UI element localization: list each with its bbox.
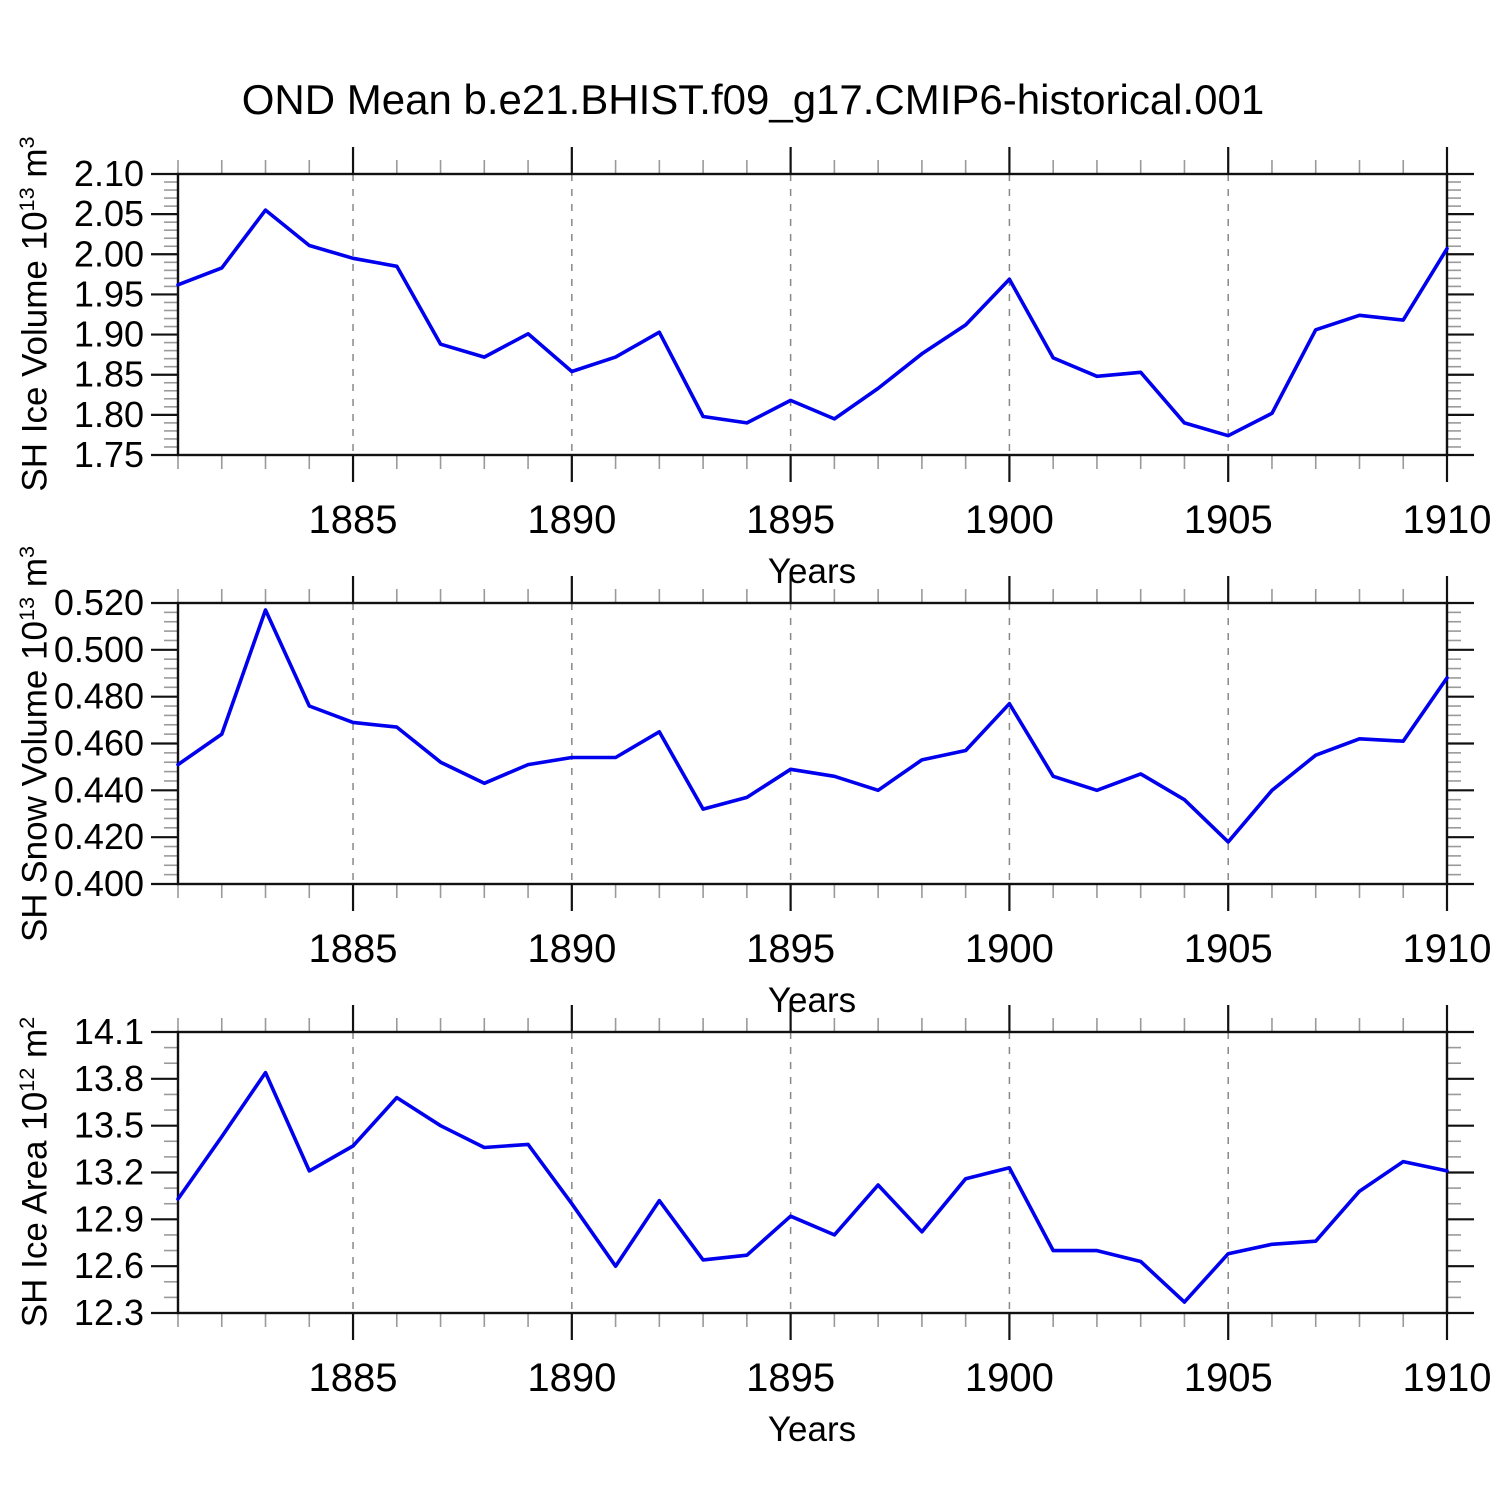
y-tick-label: 14.1 (74, 1011, 144, 1052)
y-axis-title-exponent: 12 (14, 1067, 39, 1092)
data-line (176, 1070, 1449, 1304)
ice-area-x-axis-title: Years (767, 1410, 857, 1449)
x-tick-label: 1890 (527, 1356, 616, 1400)
y-tick-label: 2.05 (74, 193, 144, 234)
y-tick-label: 0.500 (54, 629, 144, 670)
y-tick-label: 0.520 (54, 582, 144, 623)
y-axis-title-unit: m (15, 1028, 55, 1068)
x-tick-label: 1890 (527, 498, 616, 542)
y-tick-label: 1.85 (74, 354, 144, 395)
ice-volume-x-axis-title: Years (767, 552, 857, 591)
x-tick-label: 1910 (1403, 1356, 1492, 1400)
y-tick-label: 0.460 (54, 723, 144, 764)
y-axis-title-text: SH Ice Area 10 (15, 1091, 55, 1328)
plot-frame (176, 1030, 1449, 1315)
y-tick-label: 0.440 (54, 769, 144, 810)
x-tick-label: 1900 (965, 927, 1054, 971)
x-tick-label: 1885 (309, 1356, 398, 1400)
x-tick-label: 1895 (746, 927, 835, 971)
x-tick-label: 1910 (1403, 498, 1492, 542)
data-line (176, 608, 1449, 844)
y-tick-label: 12.3 (74, 1292, 144, 1333)
x-tick-label: 1885 (309, 498, 398, 542)
y-tick-label: 1.80 (74, 394, 144, 435)
plot-frame (176, 601, 1449, 886)
y-tick-label: 12.9 (74, 1198, 144, 1239)
y-tick-label: 0.400 (54, 863, 144, 904)
y-tick-label: 1.95 (74, 273, 144, 314)
x-tick-label: 1900 (965, 1356, 1054, 1400)
plot-frame (176, 172, 1449, 457)
x-tick-label: 1905 (1184, 1356, 1273, 1400)
y-tick-label: 13.5 (74, 1105, 144, 1146)
y-tick-label: 0.480 (54, 676, 144, 717)
y-tick-label: 13.8 (74, 1058, 144, 1099)
figure-title: OND Mean b.e21.BHIST.f09_g17.CMIP6-histo… (241, 76, 1265, 123)
y-tick-label: 12.6 (74, 1245, 144, 1286)
snow-volume-x-axis-title: Years (767, 981, 857, 1020)
x-tick-label: 1905 (1184, 927, 1273, 971)
y-tick-label: 13.2 (74, 1152, 144, 1193)
y-tick-label: 2.00 (74, 233, 144, 274)
x-tick-label: 1890 (527, 927, 616, 971)
y-axis-title-unit-exponent: 2 (14, 1016, 39, 1029)
x-tick-label: 1900 (965, 498, 1054, 542)
x-tick-label: 1895 (746, 498, 835, 542)
x-tick-label: 1885 (309, 927, 398, 971)
x-tick-label: 1895 (746, 1356, 835, 1400)
data-line (176, 208, 1449, 438)
y-tick-label: 1.90 (74, 314, 144, 355)
y-tick-label: 1.75 (74, 434, 144, 475)
ice-area-y-axis-title: SH Ice Area 1012 m2 (14, 1017, 56, 1328)
y-tick-label: 2.10 (74, 153, 144, 194)
x-tick-label: 1910 (1403, 927, 1492, 971)
y-tick-label: 0.420 (54, 816, 144, 857)
x-tick-label: 1905 (1184, 498, 1273, 542)
